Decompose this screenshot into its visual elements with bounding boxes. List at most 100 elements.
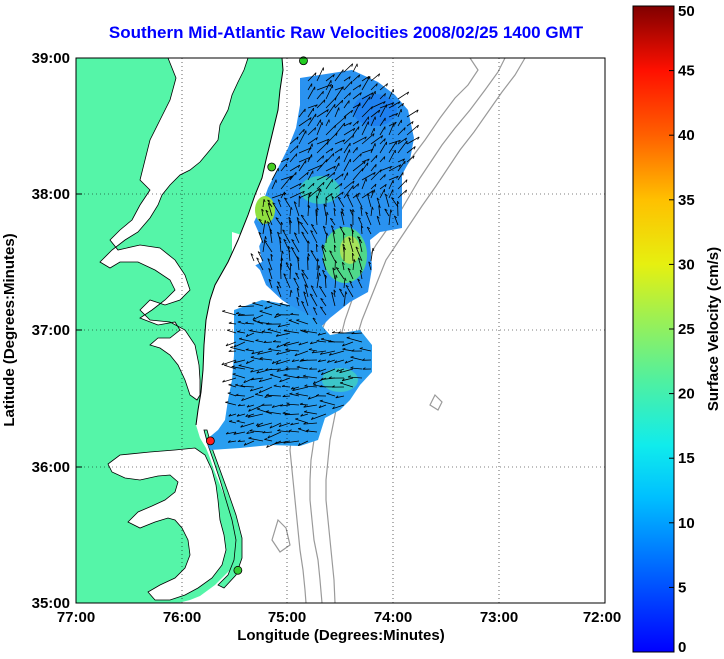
velocity-arrowhead [234,383,239,386]
velocity-arrowhead [398,139,401,143]
velocity-arrow [334,116,347,127]
velocity-arrowhead [280,263,283,267]
velocity-arrow [288,319,300,325]
velocity-arrow [288,246,291,262]
velocity-arrowhead [288,245,291,249]
hotspot-1 [255,196,275,224]
pamlico-sound [107,447,227,601]
velocity-arrow [357,217,363,226]
velocity-arrowhead [266,322,270,325]
velocity-arrowhead [335,132,338,136]
velocity-arrow [368,261,372,271]
velocity-arrowhead [360,225,364,229]
velocity-arrowhead [261,208,264,212]
velocity-arrow [361,158,370,163]
velocity-arrow [370,116,376,127]
velocity-arrowhead [394,121,397,125]
velocity-arrowhead [308,348,312,350]
velocity-arrow [379,174,386,181]
velocity-arrowhead [372,247,375,252]
velocity-arrow [285,349,300,352]
velocity-arrowhead [295,172,297,176]
velocity-arrow [307,205,310,217]
velocity-arrowhead [258,231,262,235]
velocity-arrow [379,117,386,127]
velocity-arrowhead [232,373,236,375]
velocity-arrow [379,141,387,154]
velocity-arrow [343,277,346,289]
velocity-arrowhead [297,442,301,446]
velocity-arrowhead [358,74,361,78]
velocity-arrow [288,430,300,433]
velocity-arrowhead [386,83,388,87]
velocity-arrowhead [255,393,259,395]
velocity-arrowhead [283,273,287,276]
velocity-arrow [289,393,300,397]
y-tick: 36:00 [32,459,70,476]
velocity-arrowhead [282,394,286,398]
colorbar-tick-label: 5 [678,579,686,596]
velocity-arrowhead [276,344,279,348]
velocity-arrow [256,408,273,415]
velocity-arrowhead [340,148,343,152]
velocity-arrow [397,102,404,109]
velocity-arrow [264,305,273,310]
velocity-arrow [397,127,406,136]
velocity-arrowhead [307,240,310,244]
velocity-arrowhead [326,211,329,215]
velocity-arrow [236,413,246,417]
velocity-arrowhead [402,103,404,107]
velocity-arrowhead [267,202,271,206]
velocity-arrowhead [225,343,229,347]
velocity-arrowhead [300,214,304,217]
velocity-arrowhead [318,272,321,276]
velocity-arrow [343,80,353,91]
velocity-arrowhead [352,134,355,138]
velocity-arrowhead [283,343,287,347]
velocity-arrowhead [303,329,307,332]
velocity-arrow [379,83,388,91]
velocity-arrowhead [301,300,305,304]
velocity-arrow [325,74,335,82]
velocity-arrowhead [240,384,244,387]
velocity-arrowhead [243,442,247,446]
velocity-arrowhead [306,429,310,432]
velocity-arrow [291,239,300,253]
velocity-arrowhead [276,285,280,289]
velocity-arrow [310,250,318,262]
velocity-arrow [261,331,273,334]
velocity-arrow [310,341,318,345]
velocity-arrowhead [341,100,344,104]
velocity-arrowhead [247,415,251,418]
velocity-arrow [283,374,300,379]
velocity-arrowhead [258,379,262,383]
velocity-arrow [367,193,372,208]
velocity-arrowhead [355,246,359,250]
velocity-arrowhead [322,258,325,261]
velocity-arrow [359,270,363,280]
velocity-arrow [320,350,336,355]
velocity-arrow [236,420,246,424]
velocity-arrow [289,136,299,145]
velocity-arrowhead [376,197,380,201]
velocity-arrowhead [365,211,369,215]
velocity-arrowhead [245,348,249,351]
velocity-arrow [259,377,273,383]
velocity-arrowhead [245,333,249,337]
velocity-arrowhead [271,360,275,364]
velocity-arrow [316,258,318,271]
velocity-arrow [265,411,282,415]
velocity-arrowhead [307,256,310,260]
velocity-arrow [296,287,300,298]
velocity-arrow [279,377,291,383]
velocity-arrowhead [288,319,292,321]
velocity-arrow [318,359,327,363]
velocity-arrow [320,298,327,307]
velocity-arrowhead [296,296,299,300]
outer-banks [203,429,243,589]
velocity-arrowhead [261,330,265,333]
velocity-arrow [298,108,306,118]
velocity-arrowhead [301,269,305,272]
velocity-arrowhead [275,217,279,220]
velocity-arrow [263,240,273,253]
